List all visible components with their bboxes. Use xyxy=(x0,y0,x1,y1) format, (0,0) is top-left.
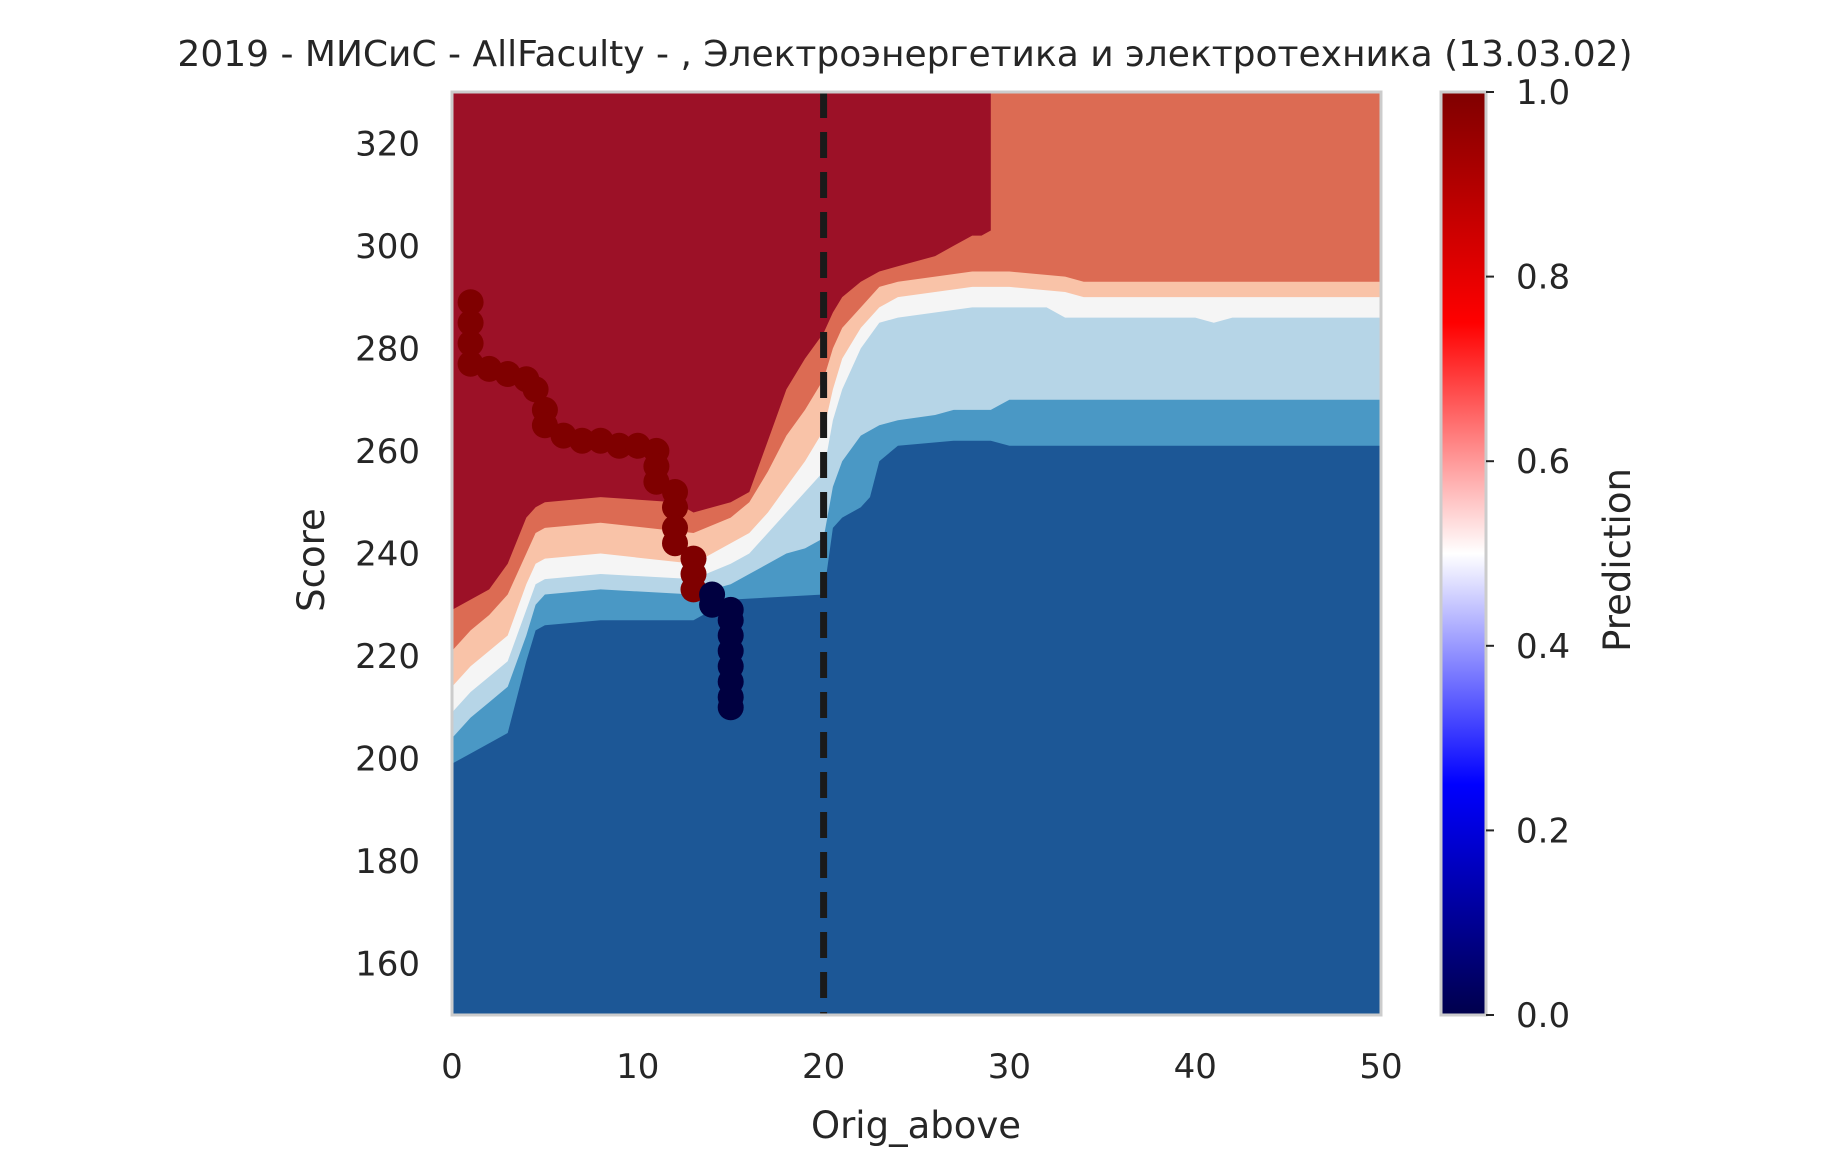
scatter-point-high xyxy=(457,289,484,316)
y-tick-label: 260 xyxy=(355,432,420,472)
colorbar-label: Prediction xyxy=(1596,468,1639,652)
colorbar-tick-label: 0.6 xyxy=(1516,442,1570,482)
scatter-point-high xyxy=(662,530,688,557)
colorbar-tick-label: 1.0 xyxy=(1516,73,1570,113)
colorbar-tick-label: 0.4 xyxy=(1516,627,1570,667)
y-axis-label: Score xyxy=(290,508,333,612)
colorbar-ticks: 0.0 0.2 0.4 0.6 0.8 1.0 xyxy=(1486,73,1570,1036)
plot-frame xyxy=(450,90,1383,1017)
x-axis-ticks: 0 10 20 30 40 50 xyxy=(441,1047,1402,1087)
x-tick-label: 0 xyxy=(441,1047,463,1087)
scatter-point-low xyxy=(717,694,744,721)
scatter-point-high xyxy=(457,309,484,336)
y-tick-label: 280 xyxy=(355,329,420,369)
y-tick-label: 200 xyxy=(355,740,420,780)
chart-title: 2019 - МИСиС - AllFaculty - , Электроэне… xyxy=(177,34,1632,75)
x-tick-label: 30 xyxy=(988,1047,1031,1087)
y-tick-label: 180 xyxy=(355,842,420,882)
colorbar-gradient xyxy=(1439,90,1488,1017)
colorbar: 0.0 0.2 0.4 0.6 0.8 1.0 Prediction xyxy=(1439,73,1639,1036)
scatter-point-high xyxy=(522,376,549,403)
scatter-point-high xyxy=(662,494,688,521)
y-tick-label: 240 xyxy=(355,535,420,575)
x-tick-label: 10 xyxy=(616,1047,659,1087)
colorbar-tick-label: 0.8 xyxy=(1516,258,1570,298)
y-axis-ticks: 160 180 200 220 240 260 280 300 320 xyxy=(355,124,420,984)
x-axis-label: Orig_above xyxy=(811,1104,1021,1147)
contour-bands xyxy=(452,92,1381,1015)
scatter-point-high xyxy=(606,432,633,459)
scatter-layer xyxy=(457,289,744,721)
x-tick-label: 40 xyxy=(1174,1047,1217,1087)
heatmap-plot-area xyxy=(452,92,1381,1015)
x-tick-label: 20 xyxy=(802,1047,845,1087)
colorbar-tick-label: 0.2 xyxy=(1516,811,1570,851)
y-tick-label: 320 xyxy=(355,124,420,164)
scatter-point-high xyxy=(569,427,596,454)
x-tick-label: 50 xyxy=(1359,1047,1402,1087)
scatter-point-high xyxy=(457,330,484,357)
colorbar-tick-label: 0.0 xyxy=(1516,996,1570,1036)
y-tick-label: 220 xyxy=(355,637,420,677)
y-tick-label: 160 xyxy=(355,945,420,985)
band-0.8-1.0 xyxy=(452,92,1381,610)
y-tick-label: 300 xyxy=(355,227,420,267)
